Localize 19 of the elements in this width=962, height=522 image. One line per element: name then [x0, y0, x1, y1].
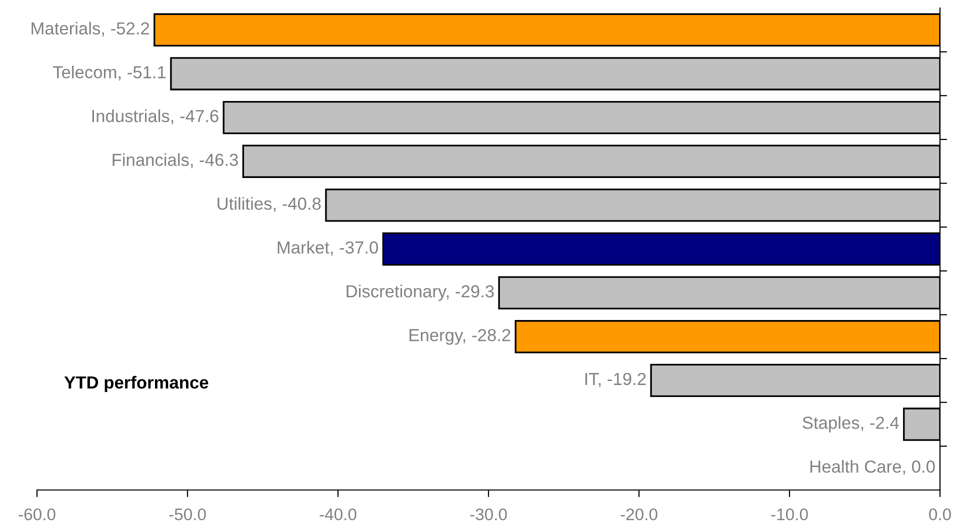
- y-tick-label: Telecom, -51.1: [52, 66, 166, 80]
- x-tick-label: -10.0: [771, 508, 808, 520]
- y-tick-label: Materials, -52.2: [32, 22, 150, 37]
- y-tick-label: Market, -37.0: [278, 240, 378, 256]
- y-tick-label: IT, -19.2: [585, 372, 646, 388]
- y-tick-label: Energy, -28.2: [410, 329, 510, 345]
- y-tick-label: Utilities, -40.8: [218, 197, 321, 212]
- x-tick-label: -60.0: [18, 508, 56, 520]
- text: YTD performance: [64, 376, 208, 392]
- y-tick-label: Industrials, -47.6: [92, 109, 218, 124]
- x-tick-label: -20.0: [620, 508, 658, 520]
- x-tick-label: -30.0: [470, 508, 507, 520]
- y-tick-label: Health Care, 0.0: [810, 460, 935, 475]
- y-tick-label: Discretionary, -29.3: [346, 284, 494, 301]
- y-tick-label: Staples, -2.4: [802, 416, 899, 432]
- x-tick-label: 0.0: [929, 508, 951, 520]
- y-tick-label: Financials, -46.3: [112, 153, 238, 168]
- x-tick-label: -50.0: [169, 508, 206, 520]
- x-tick-label: -40.0: [320, 508, 356, 520]
